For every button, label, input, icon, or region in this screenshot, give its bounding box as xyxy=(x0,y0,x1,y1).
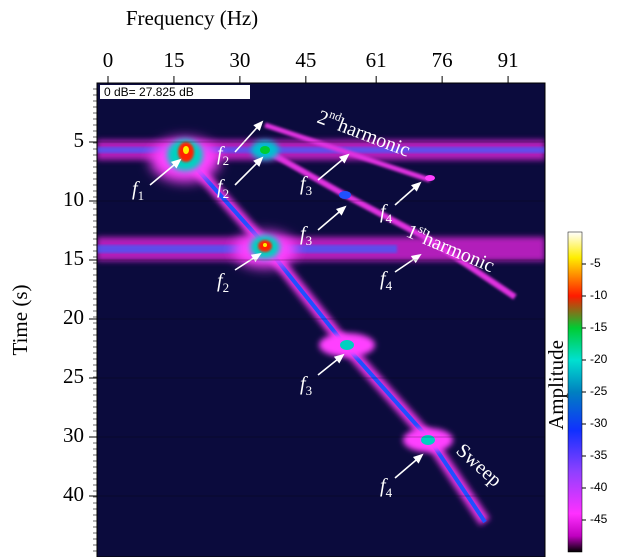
annotation-subscript: 2 xyxy=(223,186,230,201)
annotation-subscript: 4 xyxy=(386,278,393,293)
annotation: f4 xyxy=(380,201,393,226)
colorbar-tick-label: -20 xyxy=(590,352,608,366)
colorbar-tick-label: -45 xyxy=(590,512,608,526)
x-tick-label: 30 xyxy=(229,48,250,72)
y-tick-label: 15 xyxy=(63,246,84,270)
colorbar-tick-label: -40 xyxy=(590,480,608,494)
annotation: f2 xyxy=(217,176,229,201)
arrow-head xyxy=(170,158,182,169)
annotation-superscript: nd xyxy=(327,107,343,124)
arrow-head xyxy=(412,453,424,464)
arrow-head xyxy=(410,253,422,264)
y-tick-label: 20 xyxy=(63,305,84,329)
annotation-subscript: 2 xyxy=(223,153,230,168)
colorbar xyxy=(567,231,583,553)
x-tick-label: 76 xyxy=(432,48,453,72)
annotation-text: f xyxy=(217,270,225,292)
annotation-subscript: 4 xyxy=(386,485,393,500)
annotation-subscript: 2 xyxy=(223,280,230,295)
arrow-head xyxy=(338,153,350,164)
annotation-subscript: 3 xyxy=(306,183,313,198)
annotation: f2 xyxy=(217,270,229,295)
annotation-subscript: 3 xyxy=(306,383,313,398)
annotation-text: f xyxy=(380,475,388,497)
annotation: f3 xyxy=(300,373,312,398)
colorbar-tick-label: -5 xyxy=(590,256,601,270)
colorbar-tick-label: -15 xyxy=(590,320,608,334)
y-tick-label: 10 xyxy=(63,187,84,211)
colorbar-tick-label: -10 xyxy=(590,288,608,302)
annotation: f4 xyxy=(380,475,393,500)
annotation-text: f xyxy=(300,223,308,245)
annotation: f2 xyxy=(217,143,229,168)
annotation: f3 xyxy=(300,173,312,198)
annotation-text: f xyxy=(300,373,308,395)
arrow-head xyxy=(335,205,347,216)
y-tick-label: 5 xyxy=(74,128,85,152)
y-tick-label: 25 xyxy=(63,364,84,388)
annotation: f1 xyxy=(132,178,144,203)
arrow-head xyxy=(411,181,422,192)
colorbar-tick-label: -25 xyxy=(590,384,608,398)
arrow-head xyxy=(253,156,264,167)
annotation-text: f xyxy=(217,143,225,165)
annotation-text: f xyxy=(217,176,225,198)
annotation-text: f xyxy=(380,268,388,290)
annotation-text: f xyxy=(300,173,308,195)
x-tick-label: 91 xyxy=(498,48,519,72)
x-tick-label: 61 xyxy=(366,48,387,72)
annotation-text: f xyxy=(380,201,388,223)
y-tick-label: 30 xyxy=(63,423,84,447)
annotation-subscript: 3 xyxy=(306,233,313,248)
colorbar-tick-label: -30 xyxy=(590,416,608,430)
arrow-head xyxy=(250,252,262,263)
arrow-head xyxy=(253,120,264,131)
x-tick-label: 15 xyxy=(163,48,184,72)
y-tick-label: 40 xyxy=(63,482,84,506)
annotation: f4 xyxy=(380,268,393,293)
colorbar-tick-label: -35 xyxy=(590,448,608,462)
annotation-subscript: 4 xyxy=(386,211,393,226)
annotation-text: f xyxy=(132,178,140,200)
annotation-subscript: 1 xyxy=(138,188,145,203)
header-label: 0 dB= 27.825 dB xyxy=(104,85,194,99)
x-tick-label: 0 xyxy=(103,48,114,72)
y-axis-label: Time (s) xyxy=(8,285,32,356)
x-tick-label: 45 xyxy=(295,48,316,72)
arrow-head xyxy=(333,353,345,364)
spectrogram: 0 dB= 27.825 dB xyxy=(97,83,545,557)
colorbar-label: Amplitude xyxy=(544,340,568,430)
arrows xyxy=(149,120,424,479)
chart-title: Frequency (Hz) xyxy=(126,6,258,30)
annotation: f3 xyxy=(300,223,312,248)
